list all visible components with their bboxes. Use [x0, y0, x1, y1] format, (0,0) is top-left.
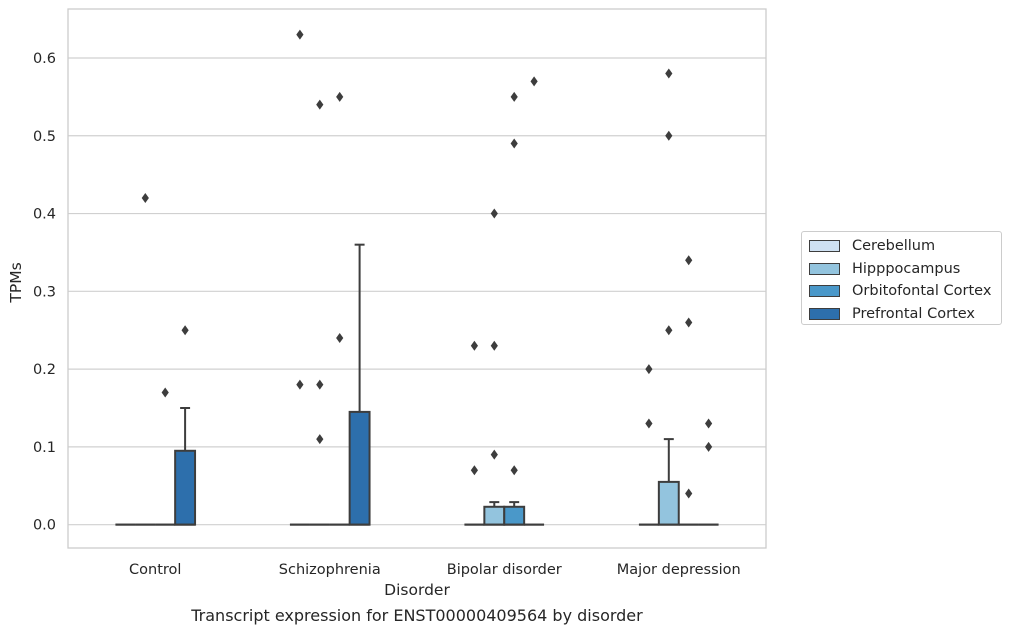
outlier-point — [665, 130, 673, 141]
box-group — [348, 243, 371, 526]
box-group — [638, 364, 659, 526]
outlier-point — [510, 91, 518, 102]
box-group — [309, 99, 330, 526]
chart-legend: Cerebellum Hipppocampus Orbitofontal Corte… — [801, 231, 1002, 325]
legend-swatch — [809, 308, 840, 321]
outlier-point — [490, 208, 498, 219]
legend-label: Hipppocampus — [852, 260, 961, 277]
y-tick-label: 0.3 — [33, 284, 56, 300]
outlier-point — [296, 29, 304, 40]
tick-labels: 0.0 0.1 0.2 0.3 0.4 0.5 0.6 Control Schizophreni… — [33, 51, 741, 578]
legend-item: Hipppocampus — [809, 258, 1001, 281]
outlier-point — [490, 340, 498, 351]
outlier-point — [470, 465, 478, 476]
outlier-point — [665, 325, 673, 336]
box — [657, 480, 680, 526]
x-tick-label: Control — [129, 562, 181, 578]
box-group — [483, 208, 506, 526]
y-tick-label: 0.2 — [33, 362, 56, 378]
y-tick-label: 0.4 — [33, 207, 56, 223]
outlier-point — [181, 325, 189, 336]
outlier-point — [665, 68, 673, 79]
outlier-point — [336, 333, 344, 343]
legend-swatch — [809, 285, 840, 298]
outlier-point — [705, 418, 713, 429]
legend-label: Orbitofontal Cortex — [852, 283, 992, 300]
outlier-point — [470, 340, 478, 351]
box-group — [329, 91, 350, 526]
y-tick-label: 0.1 — [33, 440, 56, 456]
box-group — [135, 193, 156, 526]
legend-label: Prefrontal Cortex — [852, 306, 975, 323]
legend-swatch — [809, 262, 840, 275]
box-group — [464, 340, 485, 526]
outlier-point — [316, 379, 324, 390]
box-group — [503, 91, 526, 526]
outlier-point — [705, 441, 713, 452]
outlier-point — [530, 76, 538, 87]
box-group — [678, 255, 699, 526]
chart-marks — [115, 29, 719, 526]
outlier-point — [645, 418, 653, 429]
legend-label: Cerebellum — [852, 238, 936, 255]
gridlines — [68, 57, 766, 526]
x-tick-label: Major depression — [617, 562, 741, 578]
legend-item: Orbitofontal Cortex — [809, 280, 1001, 303]
y-axis-label: TPMs — [7, 262, 25, 303]
outlier-point — [316, 434, 324, 445]
legend-item: Cerebellum — [809, 235, 1001, 258]
box-group — [657, 68, 680, 526]
x-tick-label: Schizophrenia — [279, 562, 381, 578]
outlier-point — [316, 99, 324, 110]
box-group — [524, 76, 545, 526]
outlier-point — [141, 193, 149, 203]
box — [483, 505, 506, 526]
outlier-point — [510, 138, 518, 149]
x-tick-label: Bipolar disorder — [447, 562, 562, 578]
box-group — [698, 418, 719, 526]
outlier-point — [685, 488, 693, 499]
y-tick-label: 0.5 — [33, 129, 56, 145]
box-group — [174, 325, 197, 526]
plot-area-frame — [67, 8, 767, 549]
outlier-point — [296, 379, 304, 390]
y-tick-label: 0.6 — [33, 51, 56, 67]
box-group — [289, 29, 310, 526]
y-tick-label: 0.0 — [33, 518, 56, 534]
outlier-point — [685, 255, 693, 266]
box — [174, 449, 197, 526]
box — [348, 410, 371, 526]
outlier-point — [336, 91, 344, 102]
chart-caption: Transcript expression for ENST0000040956… — [191, 606, 643, 625]
outlier-point — [510, 465, 518, 476]
box-group — [155, 387, 176, 526]
legend-swatch — [809, 240, 840, 253]
x-axis-label: Disorder — [384, 581, 450, 599]
legend-item: Prefrontal Cortex — [809, 303, 1001, 326]
outlier-point — [645, 364, 653, 375]
outlier-point — [161, 387, 169, 398]
box — [503, 505, 526, 526]
outlier-point — [490, 449, 498, 460]
outlier-point — [685, 317, 693, 328]
